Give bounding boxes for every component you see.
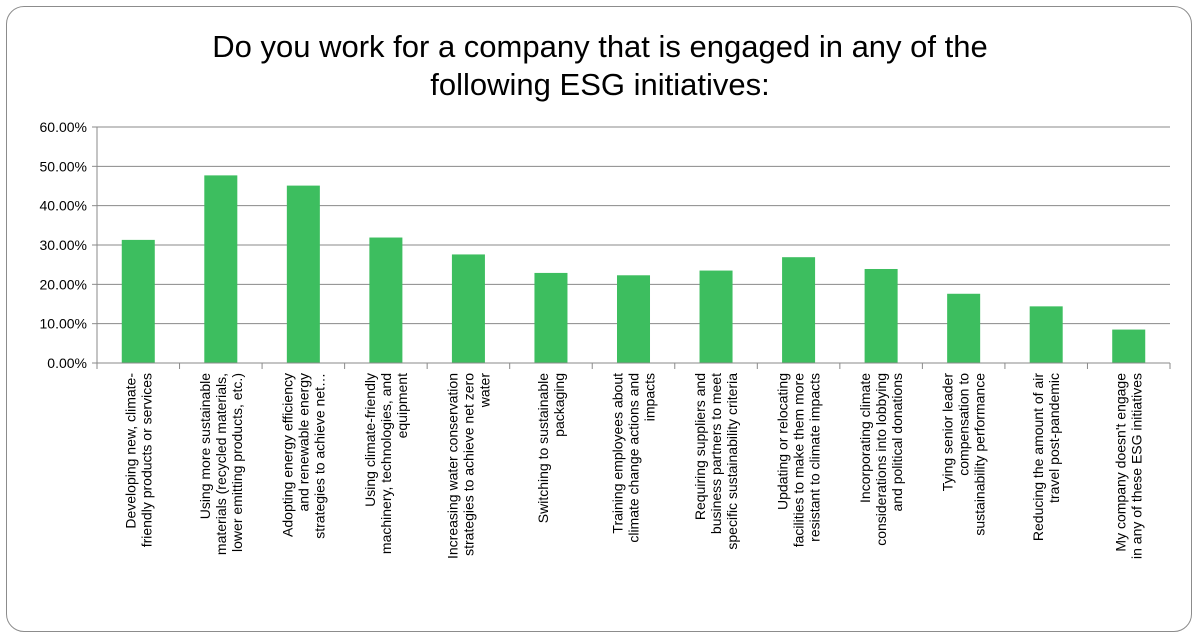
x-tick-label-line: considerations into lobbying bbox=[873, 373, 889, 546]
bar bbox=[947, 293, 981, 363]
chart-title-line-1: Do you work for a company that is engage… bbox=[212, 29, 988, 64]
x-tick-label-line: Incorporating climate bbox=[857, 373, 873, 503]
bar bbox=[451, 254, 485, 363]
x-tick-label-line: Updating or relocating bbox=[775, 373, 791, 510]
bar bbox=[782, 257, 816, 363]
bar bbox=[699, 270, 733, 363]
x-tick-label: My company doesn't engage in any of these… bbox=[1113, 373, 1145, 559]
y-tick-label: 60.00% bbox=[40, 119, 87, 135]
x-tick-label: Reducing the amount of air travel post-pa… bbox=[1030, 373, 1062, 541]
x-tick-label-line: My company doesn't engage bbox=[1113, 373, 1129, 552]
x-tick-label-line: Using more sustainable bbox=[197, 373, 213, 520]
x-tick-label: Using climate-friendly machinery, technol… bbox=[362, 373, 410, 554]
bar bbox=[1112, 329, 1146, 363]
x-tick-label-line: business partners to meet bbox=[708, 373, 724, 534]
x-tick-label-line: and political donations bbox=[889, 373, 905, 512]
x-tick-label: Requiring suppliers and business partners… bbox=[692, 373, 740, 550]
x-tick-label-line: and renewable energy bbox=[295, 373, 311, 512]
x-tick-label-line: climate change actions and bbox=[626, 373, 642, 543]
x-tick-label-line: strategies to achieve net zero bbox=[460, 373, 476, 556]
y-tick-label: 30.00% bbox=[40, 237, 87, 253]
x-tick-label-line: impacts bbox=[642, 373, 658, 421]
x-tick-label-line: facilities to make them more bbox=[791, 373, 807, 547]
y-tick-label: 20.00% bbox=[40, 276, 87, 292]
x-tick-label: Training employees about climate change a… bbox=[610, 373, 658, 543]
x-tick-label-line: materials (recycled materials, bbox=[213, 373, 229, 555]
x-tick-label-line: Training employees about bbox=[610, 373, 626, 534]
x-tick-label-line: friendly products or services bbox=[138, 373, 154, 547]
y-tick-label: 40.00% bbox=[40, 198, 87, 214]
x-tick-label-line: Tying senior leader bbox=[940, 373, 956, 492]
x-tick-label-line: in any of these ESG initiatives bbox=[1129, 373, 1145, 559]
y-tick-labels: 0.00% 10.00% 20.00% 30.00% 40.00% 50.00% 60.00… bbox=[40, 119, 87, 371]
x-tick-label: Increasing water conservation strategies … bbox=[444, 373, 492, 559]
x-tick-label-line: Increasing water conservation bbox=[444, 373, 460, 559]
bar bbox=[616, 275, 651, 363]
x-tick-label-line: lower emitting products, etc.) bbox=[229, 373, 245, 552]
x-tick-label: Using more sustainable materials (recycle… bbox=[197, 373, 245, 555]
x-tick-label-line: machinery, technologies, and bbox=[378, 373, 394, 554]
x-tick-label: Developing new, climate-friendly product… bbox=[122, 373, 154, 548]
x-tick-label-line: Adopting energy efficiency bbox=[279, 373, 295, 537]
x-tick-label-line: sustainability performance bbox=[972, 373, 988, 536]
x-tick-label-line: equipment bbox=[394, 373, 410, 438]
bar bbox=[1029, 306, 1063, 363]
x-tick-labels: Developing new, climate-friendly product… bbox=[122, 373, 1144, 559]
x-tick-label: Tying senior leader compensation to sustai… bbox=[940, 373, 988, 536]
x-tick-label-line: specific sustainability criteria bbox=[724, 373, 740, 550]
bar bbox=[534, 272, 568, 363]
y-tick-label: 0.00% bbox=[47, 355, 87, 371]
x-tick-label-line: resistant to climate impacts bbox=[807, 373, 823, 542]
x-tick-label-line: Requiring suppliers and bbox=[692, 373, 708, 520]
x-tick-label: Adopting energy efficiency and renewable … bbox=[279, 373, 327, 539]
x-tick-label-line: strategies to achieve net… bbox=[311, 373, 327, 539]
chart-title: Do you work for a company that is engage… bbox=[0, 28, 1200, 104]
x-tick-label-line: Reducing the amount of air bbox=[1030, 373, 1046, 541]
bar bbox=[204, 175, 238, 363]
y-tick-label: 10.00% bbox=[40, 316, 87, 332]
bar bbox=[121, 239, 155, 363]
chart-frame bbox=[6, 6, 1192, 632]
x-tick-label-line: travel post-pandemic bbox=[1046, 373, 1062, 503]
x-tick-label: Switching to sustainable packaging bbox=[535, 373, 567, 523]
x-tick-label-line: Developing new, climate- bbox=[122, 373, 138, 529]
bars bbox=[121, 175, 1146, 363]
axes bbox=[92, 126, 1171, 369]
bar bbox=[864, 268, 898, 363]
x-tick-label: Incorporating climate considerations into… bbox=[857, 373, 905, 546]
x-tick-label-line: water bbox=[476, 373, 492, 409]
bar bbox=[369, 237, 403, 363]
x-tick-label-line: packaging bbox=[551, 373, 567, 437]
x-tick-label: Updating or relocating facilities to make… bbox=[775, 373, 823, 547]
x-tick-label-line: Using climate-friendly bbox=[362, 373, 378, 507]
y-tick-label: 50.00% bbox=[40, 158, 87, 174]
x-tick-label-line: Switching to sustainable bbox=[535, 373, 551, 523]
chart-title-line-2: following ESG initiatives: bbox=[430, 67, 770, 102]
bar bbox=[286, 185, 320, 363]
x-tick-label-line: compensation to bbox=[956, 373, 972, 476]
